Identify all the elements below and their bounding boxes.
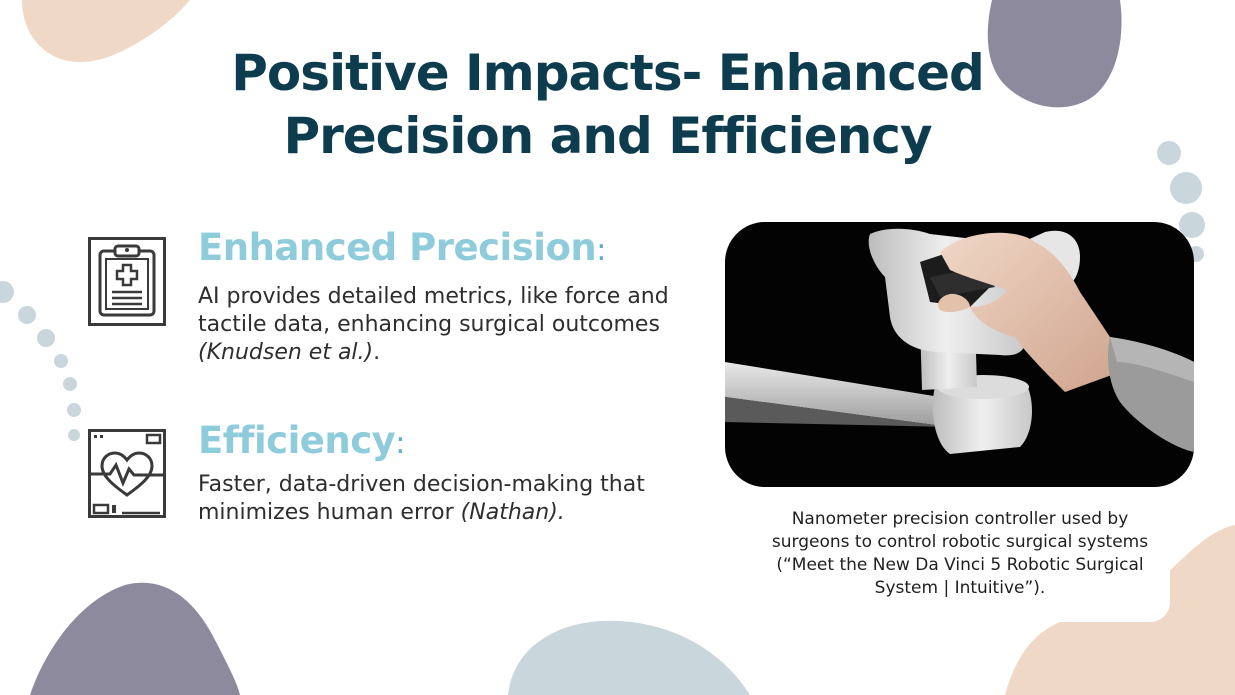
heart-monitor-icon [88,429,166,518]
dots-right [1157,141,1205,262]
body-line: tactile data, enhancing surgical outcome… [198,312,660,337]
clipboard-medical-icon [88,237,166,326]
section-body-precision: AI provides detailed metrics, like force… [198,283,669,367]
caption-card [745,500,1170,622]
body-line: minimizes human error [198,500,461,525]
section-body-efficiency: Faster, data-driven decision-making that… [198,471,645,527]
image-caption: Nanometer precision controller used by s… [771,509,1149,598]
title-line-2: Precision and Efficiency [283,107,932,165]
heading-colon: : [395,426,405,461]
section-heading-precision: Enhanced Precision: [198,226,606,269]
robotic-controller-illustration [725,228,1194,454]
page-title: Positive Impacts- Enhanced Precision and… [0,42,1215,168]
body-line: Faster, data-driven decision-making that [198,472,645,497]
citation-end: . [373,340,381,365]
dots-left [0,281,81,441]
title-line-1: Positive Impacts- Enhanced [231,44,985,102]
slate-blob-bottom-left [30,582,240,695]
slate-blob-top-right [987,0,1122,108]
mist-blob-bottom-center [508,620,750,695]
peach-blob-top-left [22,0,190,63]
section-heading-precision-text: Enhanced Precision [198,226,597,269]
citation: (Nathan). [460,500,565,525]
section-heading-efficiency: Efficiency: [198,419,405,462]
heading-colon: : [596,233,606,268]
body-line: AI provides detailed metrics, like force… [198,284,669,309]
section-heading-efficiency-text: Efficiency [198,419,396,462]
robotic-controller-photo [725,222,1194,487]
citation: (Knudsen et al.) [198,340,374,365]
